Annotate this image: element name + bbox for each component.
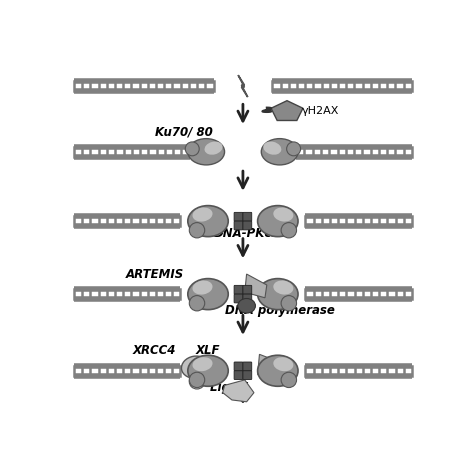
Ellipse shape (287, 142, 301, 156)
Polygon shape (238, 75, 248, 97)
FancyBboxPatch shape (243, 362, 252, 371)
Ellipse shape (192, 281, 212, 295)
Polygon shape (271, 100, 303, 120)
FancyBboxPatch shape (234, 212, 243, 221)
Text: XRCC4: XRCC4 (133, 344, 176, 357)
Ellipse shape (258, 279, 298, 310)
Polygon shape (223, 380, 254, 402)
FancyBboxPatch shape (234, 221, 243, 230)
Ellipse shape (261, 138, 298, 165)
Polygon shape (258, 355, 283, 376)
Ellipse shape (188, 355, 228, 386)
FancyBboxPatch shape (243, 221, 252, 230)
Ellipse shape (273, 281, 293, 295)
FancyBboxPatch shape (243, 212, 252, 221)
Ellipse shape (204, 142, 223, 155)
Ellipse shape (189, 372, 205, 388)
Ellipse shape (192, 357, 212, 371)
Ellipse shape (273, 357, 293, 371)
Ellipse shape (192, 208, 212, 222)
FancyBboxPatch shape (243, 371, 252, 380)
Ellipse shape (238, 299, 255, 313)
Ellipse shape (189, 374, 205, 389)
Ellipse shape (189, 223, 205, 238)
Ellipse shape (281, 372, 297, 388)
Text: Ku70/ 80: Ku70/ 80 (155, 125, 212, 138)
Text: ARTEMIS: ARTEMIS (125, 267, 183, 281)
FancyBboxPatch shape (243, 294, 252, 303)
Text: γH2AX: γH2AX (301, 106, 339, 116)
Ellipse shape (188, 279, 228, 310)
FancyBboxPatch shape (243, 285, 252, 294)
Text: DNA polymerase: DNA polymerase (225, 304, 335, 317)
Ellipse shape (263, 142, 282, 155)
Ellipse shape (188, 206, 228, 237)
Ellipse shape (273, 208, 293, 222)
Ellipse shape (189, 296, 205, 311)
Ellipse shape (258, 355, 298, 386)
Ellipse shape (258, 206, 298, 237)
Polygon shape (245, 274, 267, 298)
Ellipse shape (185, 142, 199, 156)
Text: DNA-PKcs: DNA-PKcs (213, 228, 279, 240)
Text: XLF: XLF (195, 344, 219, 357)
FancyBboxPatch shape (234, 294, 243, 303)
Text: Lig IV: Lig IV (210, 381, 247, 394)
FancyBboxPatch shape (234, 285, 243, 294)
Ellipse shape (281, 223, 297, 238)
Ellipse shape (188, 138, 225, 165)
FancyBboxPatch shape (234, 362, 243, 371)
FancyBboxPatch shape (234, 371, 243, 380)
Ellipse shape (182, 356, 209, 378)
Ellipse shape (281, 296, 297, 311)
